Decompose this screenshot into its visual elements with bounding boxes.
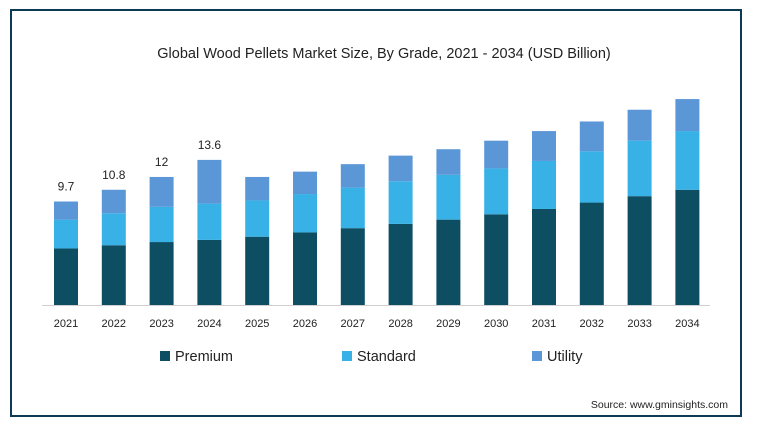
bar-premium-2026 [293,232,317,305]
x-tick-label: 2027 [341,318,365,330]
bar-standard-2031 [532,160,556,209]
bar-standard-2025 [245,200,270,237]
bar-premium-2030 [484,214,509,305]
bar-standard-2034 [675,131,700,190]
x-tick-label: 2025 [245,318,269,330]
bar-standard-2022 [101,213,126,246]
x-tick-label: 2031 [532,318,556,330]
bar-premium-2029 [436,219,461,305]
bar-premium-2027 [340,228,365,305]
bar-standard-2033 [627,140,652,197]
bar-standard-2021 [54,219,78,249]
bar-utility-2031 [532,131,556,161]
bar-premium-2032 [579,202,604,305]
x-tick-label: 2026 [293,318,317,330]
x-tick-label: 2029 [436,318,460,330]
bar-premium-2031 [532,208,556,305]
x-tick-label: 2023 [149,318,173,330]
x-tick-label: 2028 [388,318,412,330]
bar-utility-2028 [388,155,413,182]
bar-standard-2029 [436,174,461,220]
legend-label-standard: Standard [357,349,416,365]
bar-premium-2028 [388,223,413,305]
bar-utility-2025 [245,176,270,201]
bar-premium-2023 [149,242,174,305]
x-tick-label: 2021 [54,318,78,330]
bar-standard-2027 [340,187,365,229]
x-tick-label: 2032 [580,318,604,330]
bar-standard-2026 [293,194,317,233]
bar-utility-2030 [484,140,509,169]
legend-label-utility: Utility [547,349,583,365]
bar-premium-2034 [675,189,700,305]
bar-utility-2032 [579,121,604,152]
bar-utility-2023 [149,176,174,207]
bar-utility-2022 [101,189,126,214]
bar-utility-2029 [436,149,461,175]
legend-label-premium: Premium [175,349,233,365]
x-tick-label: 2022 [102,318,126,330]
bar-premium-2025 [245,236,270,305]
bar-utility-2021 [54,201,78,220]
bar-utility-2026 [293,171,317,195]
chart-title: Global Wood Pellets Market Size, By Grad… [157,46,611,62]
bar-utility-2027 [340,164,365,188]
x-tick-label: 2024 [197,318,221,330]
source-note: Source: www.gminsights.com [590,399,728,411]
bar-premium-2033 [627,196,652,305]
bar-premium-2021 [54,248,78,305]
chart-frame [10,9,742,417]
bar-premium-2024 [197,239,222,305]
legend-swatch-standard [342,351,352,361]
bar-standard-2023 [149,206,174,243]
data-label: 12 [155,155,169,169]
bar-standard-2030 [484,168,509,215]
data-label: 10.8 [102,168,126,182]
bar-utility-2024 [197,159,222,204]
bar-utility-2033 [627,109,652,141]
bar-premium-2022 [101,245,126,305]
data-label: 9.7 [58,180,75,194]
x-tick-label: 2030 [484,318,508,330]
bar-standard-2028 [388,181,413,224]
bar-utility-2034 [675,99,700,132]
legend-swatch-premium [160,351,170,361]
bar-standard-2032 [579,151,604,203]
x-tick-label: 2033 [627,318,651,330]
bar-standard-2024 [197,203,222,240]
legend-swatch-utility [532,351,542,361]
x-tick-label: 2034 [675,318,699,330]
data-label: 13.6 [198,138,222,152]
